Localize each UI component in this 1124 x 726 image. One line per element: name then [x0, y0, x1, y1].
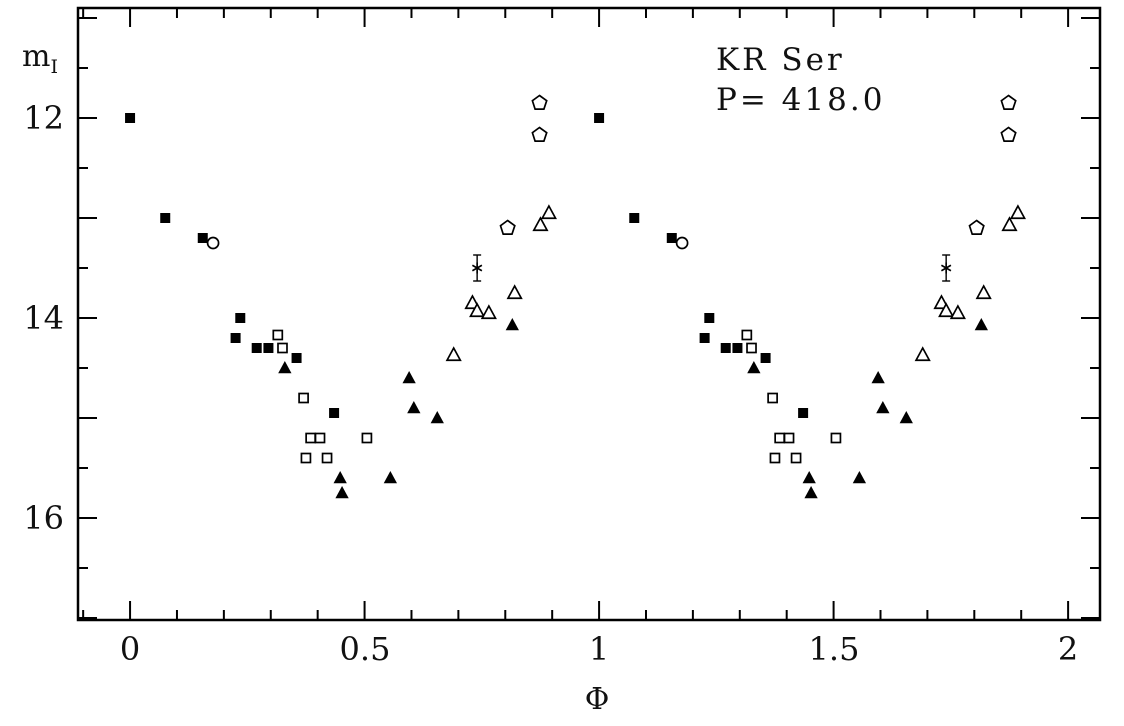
data-point-open-square — [774, 432, 786, 444]
x-tick-label-2: 2 — [1057, 630, 1079, 668]
data-point-filled-triangle — [402, 371, 416, 384]
data-point-open-square — [741, 329, 753, 341]
data-point-filled-square — [760, 353, 771, 363]
data-point-open-pentagon — [1000, 126, 1017, 142]
x-tick-label-0: 0 — [119, 630, 141, 668]
chart-title: KR Ser — [716, 42, 845, 78]
data-point-filled-square — [666, 233, 677, 243]
data-point-filled-triangle — [876, 401, 890, 414]
data-point-open-pentagon — [499, 219, 516, 235]
y-tick-label-12: 12 — [23, 99, 64, 137]
data-point-filled-triangle — [871, 371, 885, 384]
data-point-open-pentagon — [531, 126, 548, 142]
data-point-filled-square — [125, 113, 136, 123]
data-point-open-circle — [206, 236, 220, 250]
x-axis-label: Φ — [584, 682, 610, 717]
y-axis-label-sub: I — [50, 56, 58, 78]
data-point-filled-triangle — [804, 486, 818, 499]
x-tick-label-1p5: 1.5 — [808, 630, 860, 668]
data-point-filled-triangle — [974, 318, 988, 331]
data-point-filled-triangle — [407, 401, 421, 414]
data-point-filled-square — [263, 343, 274, 353]
chart-period-label: P= 418.0 — [716, 82, 886, 118]
data-point-open-square — [790, 452, 802, 464]
data-point-filled-triangle — [333, 471, 347, 484]
data-point-open-square — [746, 342, 757, 354]
data-point-filled-square — [732, 343, 743, 353]
data-point-filled-triangle — [802, 471, 816, 484]
data-point-filled-triangle — [335, 486, 349, 499]
data-point-open-square — [277, 342, 288, 354]
data-point-open-triangle — [532, 216, 549, 232]
data-point-filled-square — [594, 113, 605, 123]
data-point-open-triangle — [975, 284, 992, 300]
data-point-filled-triangle — [747, 361, 761, 374]
data-point-filled-triangle — [278, 361, 292, 374]
data-point-open-square — [769, 452, 781, 464]
data-point-open-triangle — [506, 284, 523, 300]
y-tick-label-16: 16 — [23, 499, 64, 537]
data-point-open-square — [298, 392, 309, 404]
y-axis-label: mI — [22, 40, 58, 84]
data-point-open-square — [830, 432, 842, 444]
data-point-open-square — [314, 432, 326, 444]
data-point-filled-triangle — [430, 411, 444, 424]
y-axis-label-main: m — [22, 39, 51, 74]
data-point-filled-square — [329, 408, 340, 418]
data-point-open-triangle — [540, 204, 557, 220]
data-point-open-triangle — [914, 346, 931, 362]
data-point-filled-triangle — [852, 471, 867, 484]
data-point-filled-square — [235, 313, 246, 323]
data-point-open-triangle — [445, 346, 462, 362]
plot-frame — [76, 6, 1102, 622]
data-point-filled-square — [629, 213, 640, 223]
data-point-filled-triangle — [899, 411, 913, 424]
data-point-filled-square — [720, 343, 731, 353]
data-point-filled-square — [704, 313, 715, 323]
data-point-open-pentagon — [1000, 94, 1017, 110]
data-point-filled-square — [291, 353, 302, 363]
data-point-filled-triangle — [505, 318, 519, 331]
data-point-star-errorbar — [471, 264, 483, 272]
data-point-open-circle — [675, 236, 689, 250]
data-point-filled-square — [251, 343, 262, 353]
y-tick-label-14: 14 — [23, 299, 64, 337]
x-tick-label-0p5: 0.5 — [339, 630, 391, 668]
data-point-open-triangle — [938, 302, 955, 318]
data-point-open-square — [767, 392, 778, 404]
data-point-open-triangle — [949, 304, 966, 320]
data-point-filled-square — [798, 408, 809, 418]
data-point-open-square — [272, 329, 284, 341]
data-point-filled-square — [160, 213, 171, 223]
data-point-open-triangle — [480, 304, 497, 320]
data-point-filled-square — [699, 333, 710, 343]
data-point-open-square — [321, 452, 333, 464]
data-point-open-triangle — [469, 302, 486, 318]
data-point-open-triangle — [1009, 204, 1026, 220]
data-point-open-square — [783, 432, 795, 444]
data-point-filled-square — [197, 233, 208, 243]
x-tick-label-1: 1 — [588, 630, 610, 668]
data-point-open-pentagon — [968, 219, 985, 235]
data-point-open-square — [361, 432, 373, 444]
data-point-star-errorbar — [940, 264, 952, 272]
data-point-open-pentagon — [531, 94, 548, 110]
data-point-open-triangle — [1001, 216, 1018, 232]
data-point-filled-square — [230, 333, 241, 343]
data-point-open-square — [305, 432, 316, 444]
data-point-filled-triangle — [383, 471, 398, 484]
data-point-open-square — [300, 452, 312, 464]
